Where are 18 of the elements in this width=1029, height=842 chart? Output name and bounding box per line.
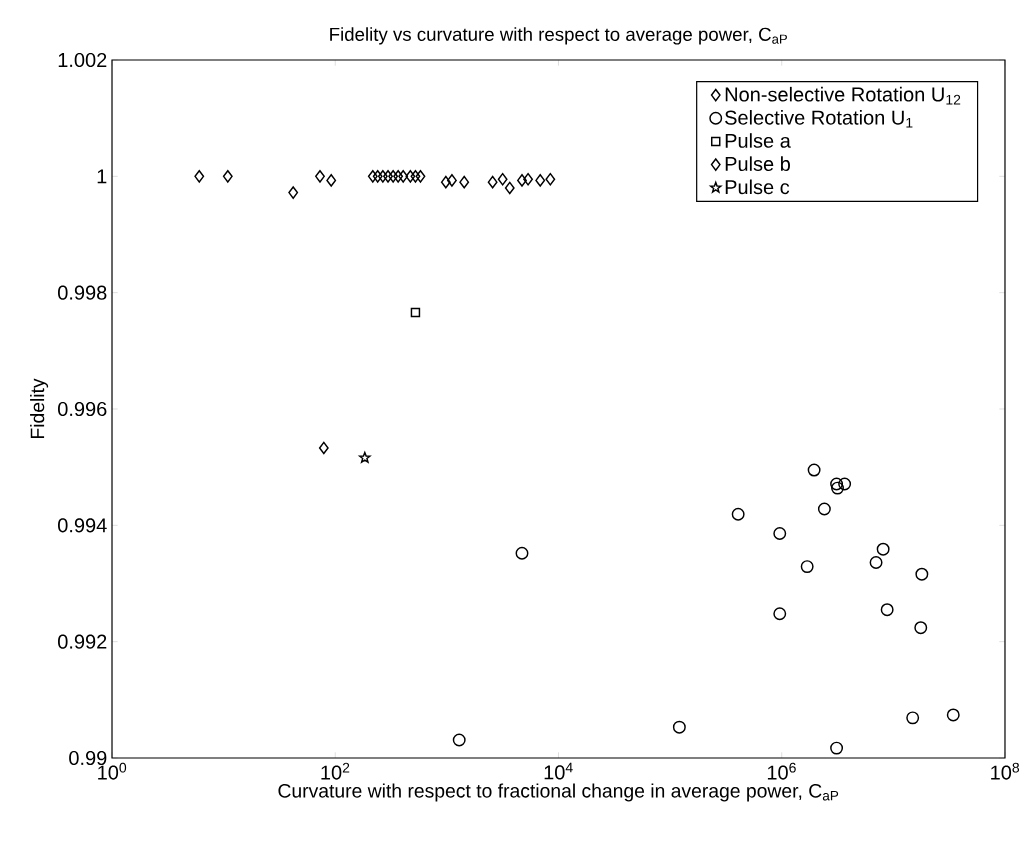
y-axis-title: Fidelity <box>30 378 49 439</box>
chart-title: Fidelity vs curvature with respect to average power, C$_{aP}$ <box>330 27 787 45</box>
legend-label: Pulse a <box>725 133 791 148</box>
legend-label: Selective Rotation U$_{1}$ <box>725 110 913 128</box>
legend-label: Non-selective Rotation U$_{12}$ <box>725 86 961 105</box>
legend-label: Pulse c <box>725 179 790 195</box>
x-tick-label: 10$^{8}$ <box>991 762 1020 780</box>
y-tick-label: 0.998 <box>58 285 107 300</box>
legend-label: Pulse b <box>725 156 790 172</box>
y-tick-label: 0.992 <box>58 634 107 649</box>
x-tick-label: 10$^{4}$ <box>544 762 573 780</box>
x-tick-label: 10$^{2}$ <box>321 762 350 780</box>
x-axis-title: Curvature with respect to fractional change in average power, C$_{aP}$ <box>278 783 839 802</box>
y-tick-label: 1.002 <box>58 52 107 68</box>
y-tick-label: 0.994 <box>58 518 107 533</box>
x-tick-label: 10$^{6}$ <box>767 762 796 780</box>
y-tick-label: 0.996 <box>58 401 107 417</box>
y-tick-label: 1 <box>97 169 107 184</box>
